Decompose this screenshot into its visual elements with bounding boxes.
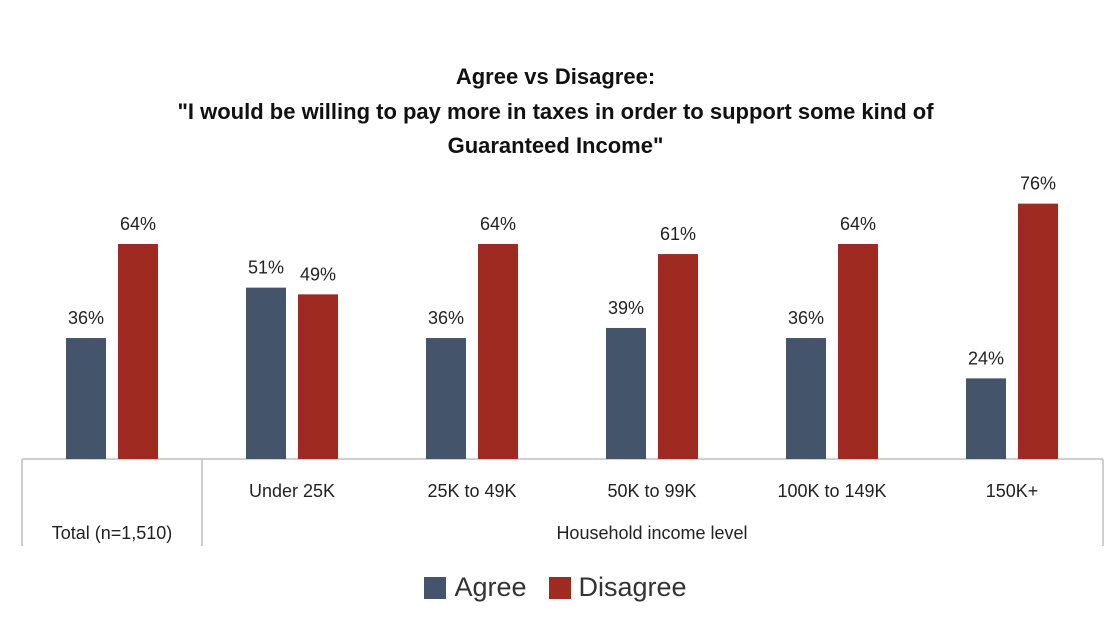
data-label-disagree-25k-to-49k: 64% xyxy=(480,214,516,234)
bar-chart: 36% 64% 51% 49% Under 25K 36% 64% 25K to 49K 39%… xyxy=(21,174,1104,546)
data-label-disagree-total: 64% xyxy=(120,214,156,234)
data-label-agree-25k-to-49k: 36% xyxy=(428,308,464,328)
bar-disagree-under-25k xyxy=(298,294,338,459)
category-label-under-25k: Under 25K xyxy=(249,481,335,501)
bar-disagree-100k-to-149k xyxy=(838,243,878,459)
data-label-disagree-150k: 76% xyxy=(1020,174,1056,194)
category-label-100k-to-149k: 100K to 149K xyxy=(777,481,886,501)
bar-agree-total xyxy=(66,338,106,459)
legend-item-disagree: Disagree xyxy=(548,572,687,603)
legend-item-agree: Agree xyxy=(424,572,527,603)
bar-agree-100k-to-149k xyxy=(786,338,826,459)
data-label-disagree-under-25k: 49% xyxy=(300,264,336,284)
bar-disagree-50k-to-99k xyxy=(658,254,698,459)
legend-label-agree: Agree xyxy=(454,572,527,602)
data-label-agree-100k-to-149k: 36% xyxy=(788,308,824,328)
legend-swatch-agree xyxy=(424,576,447,599)
chart-subtitle-line-1: "I would be willing to pay more in taxes… xyxy=(177,99,934,124)
bar-agree-150k xyxy=(966,378,1006,459)
data-label-agree-50k-to-99k: 39% xyxy=(608,298,644,318)
legend-label-disagree: Disagree xyxy=(578,572,687,602)
bar-disagree-150k xyxy=(1018,203,1058,459)
bar-disagree-25k-to-49k xyxy=(478,243,518,459)
bar-agree-under-25k xyxy=(246,287,286,459)
legend: Agree Disagree xyxy=(0,572,1111,603)
data-label-agree-total: 36% xyxy=(68,308,104,328)
data-label-agree-under-25k: 51% xyxy=(248,258,284,278)
legend-swatch-disagree xyxy=(548,576,571,599)
bar-disagree-total xyxy=(118,243,158,459)
chart-subtitle-line-2: Guaranteed Income" xyxy=(447,133,664,158)
category-label-25k-to-49k: 25K to 49K xyxy=(427,481,516,501)
category-label-150k: 150K+ xyxy=(986,481,1039,501)
category-label-50k-to-99k: 50K to 99K xyxy=(607,481,696,501)
data-label-agree-150k: 24% xyxy=(968,348,1004,368)
data-label-disagree-100k-to-149k: 64% xyxy=(840,214,876,234)
group-label-total: Total (n=1,510) xyxy=(52,523,173,543)
bar-agree-25k-to-49k xyxy=(426,338,466,459)
data-label-disagree-50k-to-99k: 61% xyxy=(660,224,696,244)
group-label-household-income: Household income level xyxy=(556,523,747,543)
bar-agree-50k-to-99k xyxy=(606,327,646,459)
chart-title: Agree vs Disagree: xyxy=(455,64,656,89)
